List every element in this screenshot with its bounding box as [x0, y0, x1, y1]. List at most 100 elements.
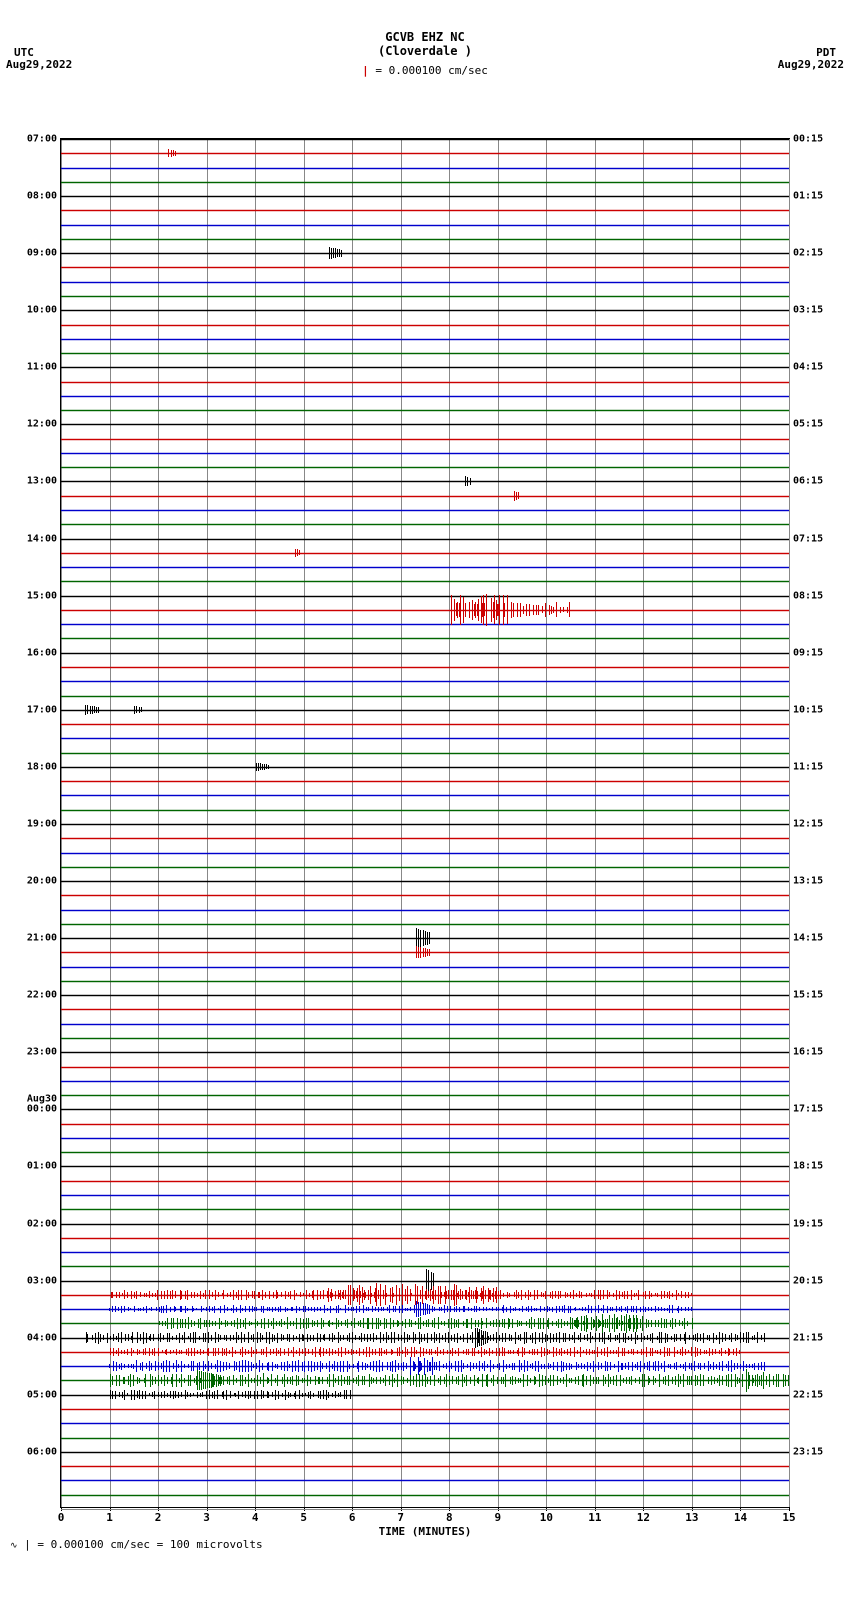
seismic-event	[706, 1350, 707, 1355]
seismic-event	[586, 1349, 587, 1354]
seismic-event	[308, 1318, 309, 1328]
seismic-event	[273, 1292, 274, 1297]
seismic-event	[330, 1306, 331, 1313]
seismic-event	[689, 1363, 690, 1369]
seismic-event	[570, 1317, 571, 1329]
seismic-event	[419, 1332, 420, 1344]
seismic-event	[161, 1377, 162, 1384]
seismic-event	[299, 1334, 300, 1342]
seismic-event	[424, 1334, 425, 1340]
seismic-event	[308, 1349, 309, 1354]
trace-noise	[61, 1151, 789, 1154]
seismic-event	[669, 1305, 670, 1313]
seismic-event	[566, 1363, 567, 1370]
seismic-event	[298, 1376, 299, 1386]
seismic-event	[296, 1293, 297, 1296]
seismic-event	[510, 1350, 511, 1354]
seismic-event	[490, 1321, 491, 1327]
y-label-left: 11:00	[27, 362, 57, 373]
seismic-event	[326, 1363, 327, 1369]
seismic-event	[592, 1350, 593, 1354]
seismic-event	[287, 1317, 288, 1329]
seismic-event	[248, 1374, 249, 1387]
seismic-event	[726, 1364, 727, 1368]
seismic-event	[364, 1376, 365, 1385]
seismic-event	[119, 1392, 120, 1397]
seismic-event	[235, 1393, 236, 1397]
seismic-event	[358, 1361, 359, 1372]
seismic-event	[465, 603, 466, 617]
seismic-event	[503, 1377, 504, 1384]
seismic-event	[642, 1374, 643, 1387]
seismic-event	[536, 1308, 537, 1311]
seismic-event	[173, 1318, 174, 1328]
seismic-event	[660, 1349, 661, 1355]
seismic-event	[181, 1392, 182, 1397]
seismic-event	[651, 1293, 652, 1297]
seismic-event	[498, 1307, 499, 1311]
seismic-event	[204, 1320, 205, 1327]
seismic-event	[145, 1348, 146, 1355]
seismic-event	[388, 1335, 389, 1340]
seismic-event	[445, 1286, 446, 1305]
seismic-event	[176, 1335, 177, 1340]
x-tick-label: 13	[685, 1511, 698, 1524]
seismic-event	[163, 1306, 164, 1313]
trace-noise	[61, 409, 789, 412]
trace-noise	[61, 623, 789, 626]
seismic-event	[655, 1306, 656, 1312]
seismic-event	[646, 1319, 647, 1327]
seismic-event	[422, 1286, 423, 1304]
seismic-event	[256, 1363, 257, 1369]
seismic-event	[426, 1320, 427, 1327]
seismic-event	[626, 1314, 627, 1333]
seismic-event	[468, 1307, 469, 1311]
seismic-event	[128, 1307, 129, 1312]
seismic-event	[438, 1317, 439, 1329]
seismic-event	[581, 1363, 582, 1369]
seismic-event	[370, 1334, 371, 1341]
trace-noise	[61, 780, 789, 783]
seismic-event	[313, 1290, 314, 1300]
seismic-event	[363, 1305, 364, 1312]
seismic-event	[149, 1348, 150, 1356]
seismic-event	[553, 1375, 554, 1386]
seismic-event	[521, 1363, 522, 1370]
seismic-event	[320, 1291, 321, 1299]
seismic-event	[623, 1378, 624, 1384]
seismic-event	[373, 1361, 374, 1371]
seismic-event	[625, 1307, 626, 1311]
seismic-event	[637, 1362, 638, 1370]
seismic-event	[335, 1350, 336, 1353]
seismic-event	[402, 1321, 403, 1326]
seismic-event	[535, 1361, 536, 1371]
seismic-event	[152, 1376, 153, 1385]
seismic-event	[550, 1364, 551, 1368]
seismic-event	[256, 1349, 257, 1354]
seismic-event	[207, 1373, 208, 1389]
trace-noise	[61, 709, 789, 712]
seismic-event	[499, 1348, 500, 1356]
seismic-event	[407, 1308, 408, 1311]
seismic-event	[273, 1349, 274, 1354]
trace-noise	[61, 666, 789, 669]
seismic-event	[761, 1375, 762, 1387]
seismic-event	[410, 1289, 411, 1302]
seismic-event	[763, 1372, 764, 1388]
seismic-event	[276, 1290, 277, 1299]
seismic-event	[414, 1347, 415, 1357]
seismic-event	[193, 1361, 194, 1372]
seismic-event	[235, 1350, 236, 1353]
seismic-event	[116, 1292, 117, 1299]
seismic-event	[369, 1374, 370, 1387]
seismic-event	[212, 1321, 213, 1326]
seismic-event	[303, 1306, 304, 1313]
seismic-event	[722, 1376, 723, 1385]
seismic-event	[352, 1332, 353, 1343]
seismic-event	[572, 1318, 573, 1328]
seismic-event	[359, 1285, 360, 1305]
seismic-event	[259, 1292, 260, 1299]
seismic-event	[456, 1377, 457, 1384]
trace-noise	[61, 181, 789, 184]
seismic-event	[444, 1321, 445, 1325]
